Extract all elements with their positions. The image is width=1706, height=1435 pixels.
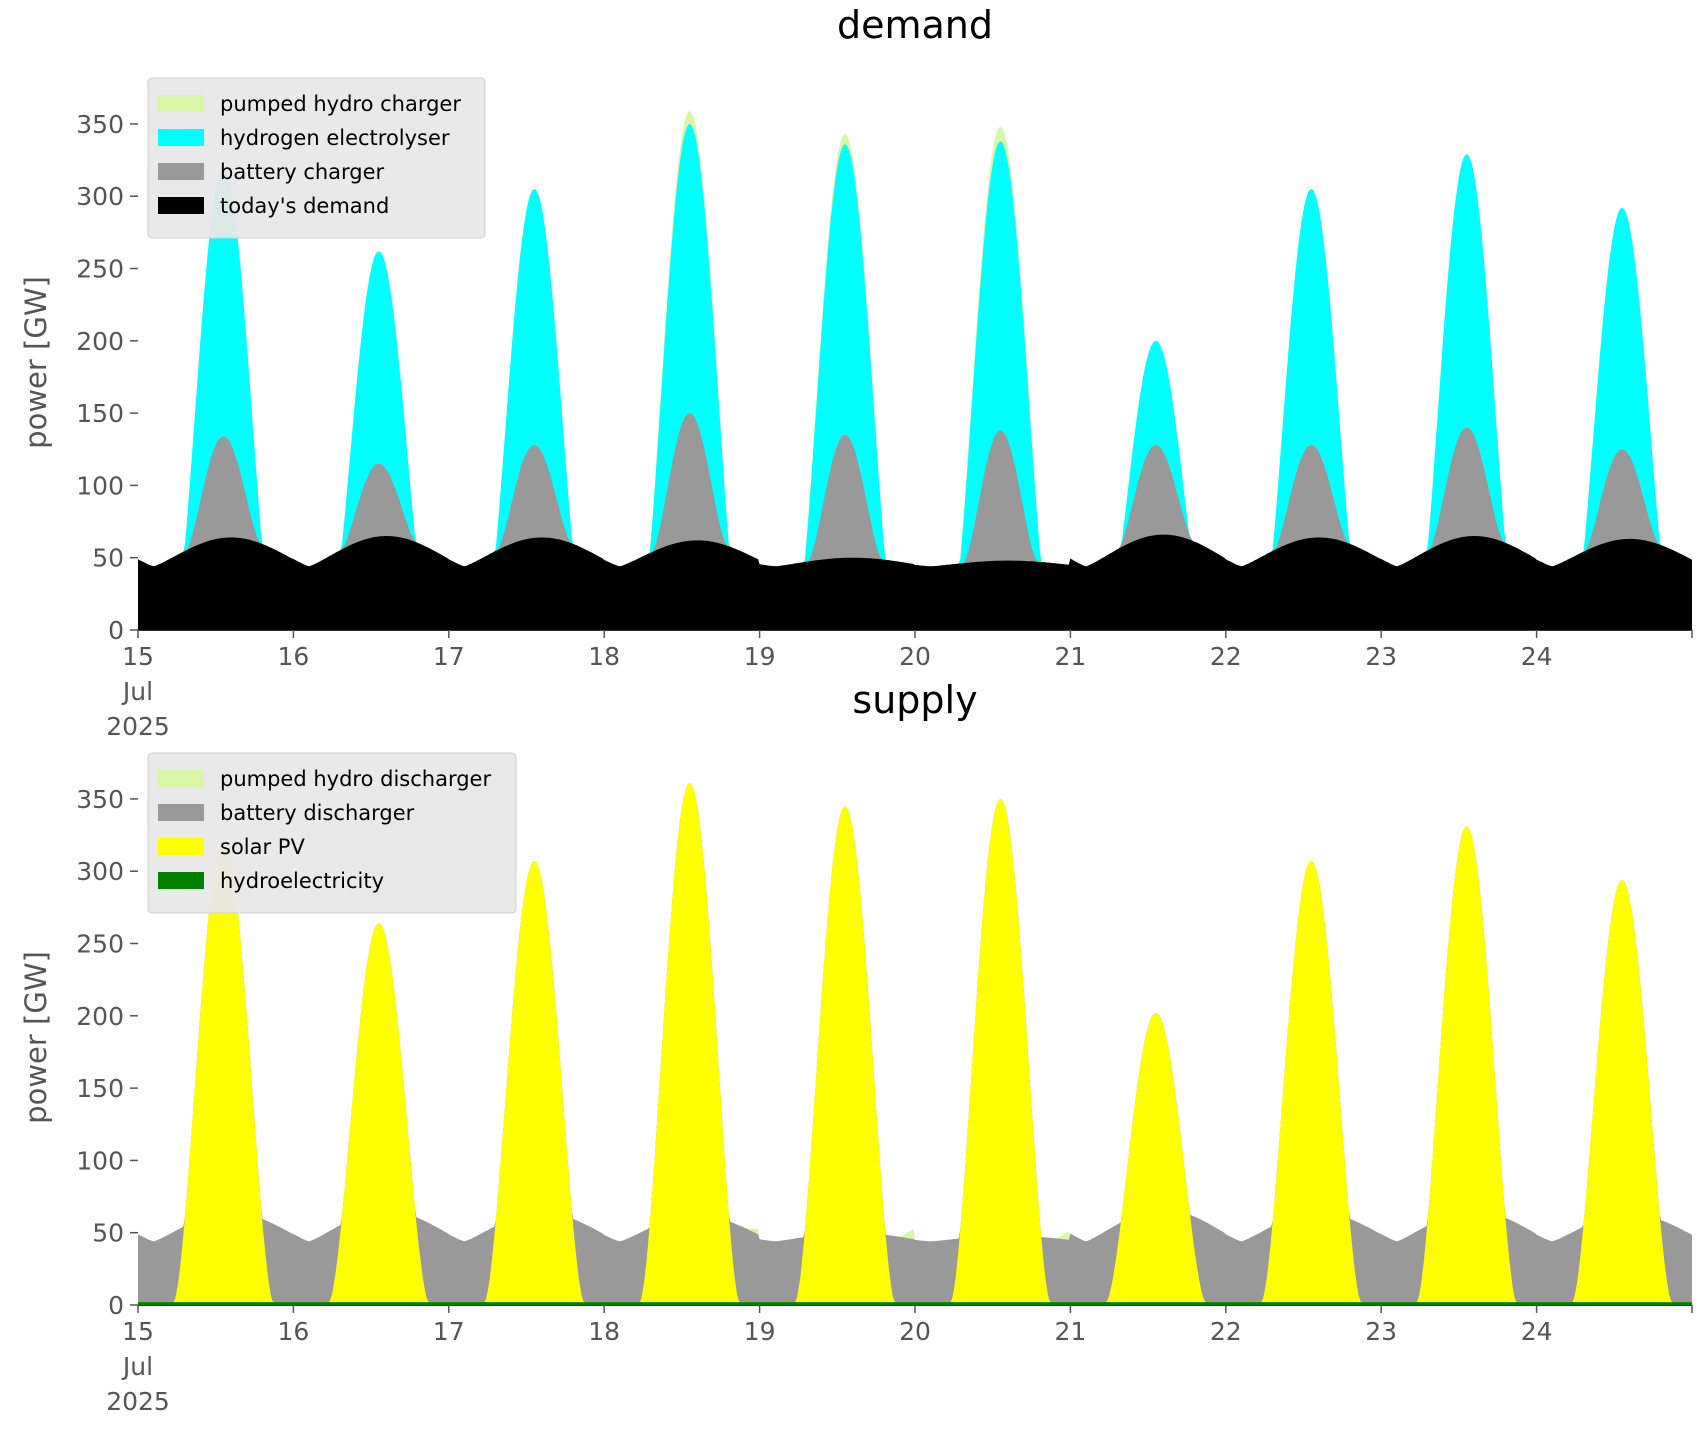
y-tick-label: 300 bbox=[76, 182, 124, 211]
x-tick-label: 2025 bbox=[106, 1387, 170, 1416]
y-tick-label: 350 bbox=[76, 110, 124, 139]
x-tick-label: 20 bbox=[899, 1317, 931, 1346]
legend-label: today's demand bbox=[220, 194, 389, 218]
legend-swatch bbox=[158, 197, 204, 214]
y-tick-label: 350 bbox=[76, 785, 124, 814]
y-tick-label: 250 bbox=[76, 255, 124, 284]
x-tick-label: 16 bbox=[277, 642, 309, 671]
x-tick-label: 24 bbox=[1521, 1317, 1553, 1346]
chart-title: demand bbox=[837, 3, 993, 47]
area-today-s-demand bbox=[138, 534, 1692, 630]
y-tick-label: 50 bbox=[92, 544, 124, 573]
legend-label: solar PV bbox=[220, 835, 305, 859]
panel-supply: supply 0 50 100 150 200 250 300 350 power [GW] 15 J… bbox=[19, 678, 1693, 1416]
legend-box bbox=[147, 752, 517, 914]
legend-swatch bbox=[158, 163, 204, 180]
y-tick-label: 200 bbox=[76, 327, 124, 356]
x-tick-label: 21 bbox=[1054, 642, 1086, 671]
legend-label: pumped hydro discharger bbox=[220, 767, 491, 791]
y-tick-label: 250 bbox=[76, 930, 124, 959]
x-tick-label: 19 bbox=[744, 1317, 776, 1346]
legend-box bbox=[147, 77, 486, 239]
legend-swatch bbox=[158, 95, 204, 112]
y-tick-label: 0 bbox=[108, 1291, 124, 1320]
area-solar-pv bbox=[138, 783, 1692, 1305]
y-axis-label: power [GW] bbox=[19, 276, 53, 449]
x-tick-label: 18 bbox=[588, 1317, 620, 1346]
legend-label: battery discharger bbox=[220, 801, 415, 825]
y-tick-label: 50 bbox=[92, 1219, 124, 1248]
x-tick-label: 16 bbox=[277, 1317, 309, 1346]
legend-swatch bbox=[158, 129, 204, 146]
x-tick-label: 23 bbox=[1365, 642, 1397, 671]
y-tick-label: 150 bbox=[76, 1074, 124, 1103]
y-tick-label: 100 bbox=[76, 1146, 124, 1175]
legend-label: hydrogen electrolyser bbox=[220, 126, 450, 150]
legend-label: hydroelectricity bbox=[220, 869, 384, 893]
legend-swatch bbox=[158, 838, 204, 855]
x-tick-label: 17 bbox=[433, 1317, 465, 1346]
legend-swatch bbox=[158, 770, 204, 787]
x-tick-label: 20 bbox=[899, 642, 931, 671]
x-tick-label: 21 bbox=[1054, 1317, 1086, 1346]
y-tick-label: 0 bbox=[108, 616, 124, 645]
y-tick-label: 150 bbox=[76, 399, 124, 428]
x-tick-label: 19 bbox=[744, 642, 776, 671]
x-tick-label: 17 bbox=[433, 642, 465, 671]
x-tick-label: 22 bbox=[1210, 642, 1242, 671]
area-hydroelectricity bbox=[138, 1302, 1692, 1305]
legend-label: pumped hydro charger bbox=[220, 92, 461, 116]
legend-swatch bbox=[158, 872, 204, 889]
legend-label: battery charger bbox=[220, 160, 385, 184]
y-tick-label: 100 bbox=[76, 471, 124, 500]
x-tick-label: 15 bbox=[122, 1317, 154, 1346]
legend-swatch bbox=[158, 804, 204, 821]
x-tick-label: 23 bbox=[1365, 1317, 1397, 1346]
x-tick-label: 24 bbox=[1521, 642, 1553, 671]
y-axis-label: power [GW] bbox=[19, 951, 53, 1124]
x-tick-label: 22 bbox=[1210, 1317, 1242, 1346]
panel-demand: demand 0 50 100 150 200 250 300 350 power [GW] 15 J… bbox=[19, 3, 1693, 741]
x-tick-label: Jul bbox=[121, 677, 153, 706]
x-tick-label: 18 bbox=[588, 642, 620, 671]
chart-title: supply bbox=[852, 678, 977, 722]
y-tick-label: 300 bbox=[76, 857, 124, 886]
x-tick-label: Jul bbox=[121, 1352, 153, 1381]
x-tick-label: 15 bbox=[122, 642, 154, 671]
x-tick-label: 2025 bbox=[106, 712, 170, 741]
y-tick-label: 200 bbox=[76, 1002, 124, 1031]
